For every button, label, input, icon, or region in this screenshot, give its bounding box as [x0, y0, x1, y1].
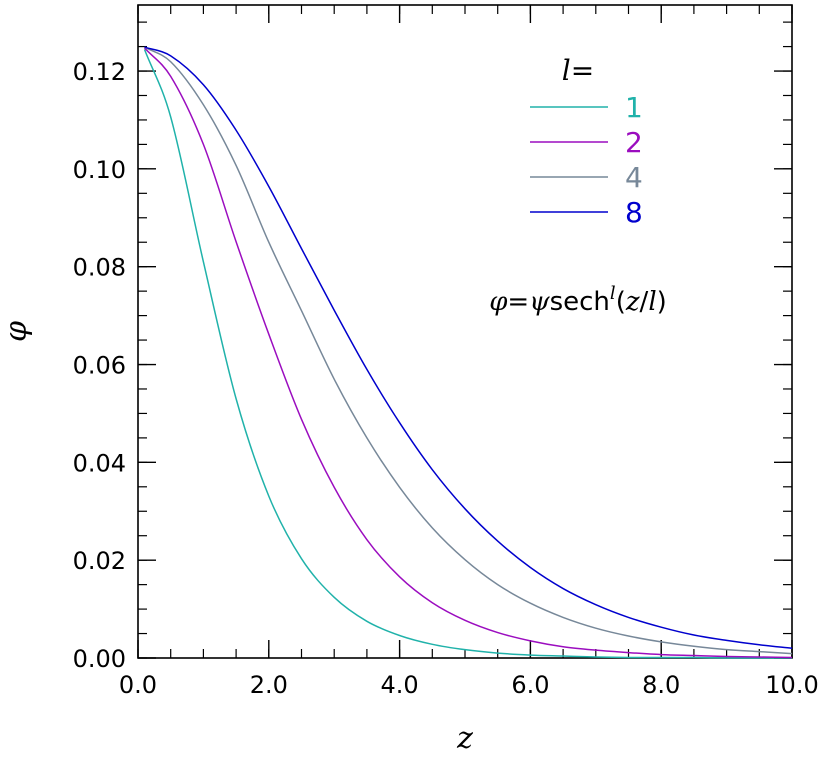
y-tick-label: 0.06: [73, 352, 126, 380]
formula-part: sech: [550, 287, 610, 317]
series-line-l4: [144, 46, 793, 655]
y-tick-label: 0.02: [73, 547, 126, 575]
y-tick-label: 0.00: [73, 645, 126, 673]
series-line-l1: [143, 49, 792, 659]
x-tick-label: 0.0: [119, 671, 157, 699]
formula-part: =: [507, 287, 529, 317]
formula-part: ): [657, 287, 667, 317]
legend-label-l4: 4: [625, 161, 643, 194]
x-tick-label: 6.0: [511, 671, 549, 699]
formula-part: φ: [489, 287, 508, 317]
series-layer: [143, 46, 793, 659]
x-tick-label: 10.0: [765, 671, 818, 699]
y-tick-label: 0.12: [73, 58, 126, 86]
x-tick-label: 2.0: [250, 671, 288, 699]
legend-label-l1: 1: [625, 91, 643, 124]
y-tick-label: 0.08: [73, 254, 126, 282]
series-line-l8: [144, 46, 793, 649]
labels-layer: z φ l= φ=ψsechl(z/l): [0, 54, 667, 756]
formula-part: ψ: [529, 287, 550, 317]
y-axis-label: φ: [0, 321, 34, 342]
formula-annotation: φ=ψsechl(z/l): [489, 283, 667, 317]
legend-label-l2: 2: [625, 126, 643, 159]
y-tick-label: 0.04: [73, 449, 126, 477]
formula-part: z: [625, 287, 640, 317]
formula-part: (: [616, 287, 626, 317]
x-tick-label: 8.0: [642, 671, 680, 699]
series-line-l2: [143, 47, 793, 659]
x-axis-label: z: [456, 721, 473, 756]
legend-title: l=: [562, 54, 594, 87]
formula-part: /: [640, 287, 649, 317]
axes: 0.0 2.0 4.0 6.0 8.0 10.0 0.00 0.02 0.04 0.06 0.08 0…: [73, 4, 819, 699]
formula-part: l: [610, 283, 616, 304]
legend-label-l8: 8: [625, 196, 643, 229]
y-tick-label: 0.10: [73, 156, 126, 184]
formula-part: l: [648, 287, 656, 317]
x-tick-label: 4.0: [381, 671, 419, 699]
